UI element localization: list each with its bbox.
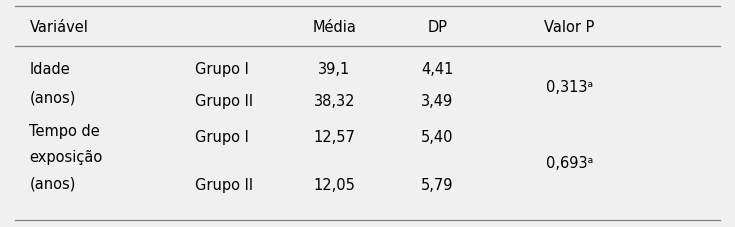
Text: DP: DP: [427, 20, 448, 35]
Text: Média: Média: [312, 20, 356, 35]
Text: 12,05: 12,05: [314, 178, 355, 192]
Text: 0,693ᵃ: 0,693ᵃ: [546, 155, 593, 170]
Text: 0,313ᵃ: 0,313ᵃ: [546, 80, 593, 95]
Text: (anos): (anos): [29, 90, 76, 105]
Text: 5,40: 5,40: [421, 130, 453, 145]
Text: Grupo I: Grupo I: [195, 130, 248, 145]
Text: 39,1: 39,1: [318, 62, 351, 77]
Text: 12,57: 12,57: [314, 130, 355, 145]
Text: Tempo de: Tempo de: [29, 123, 100, 138]
Text: Idade: Idade: [29, 62, 70, 77]
Text: (anos): (anos): [29, 175, 76, 190]
Text: 3,49: 3,49: [421, 94, 453, 109]
Text: Grupo II: Grupo II: [195, 178, 253, 192]
Text: Valor P: Valor P: [545, 20, 595, 35]
Text: Variável: Variável: [29, 20, 88, 35]
Text: 5,79: 5,79: [421, 178, 453, 192]
Text: 4,41: 4,41: [421, 62, 453, 77]
Text: Grupo I: Grupo I: [195, 62, 248, 77]
Text: Grupo II: Grupo II: [195, 94, 253, 109]
Text: 38,32: 38,32: [314, 94, 355, 109]
Text: exposição: exposição: [29, 149, 103, 164]
